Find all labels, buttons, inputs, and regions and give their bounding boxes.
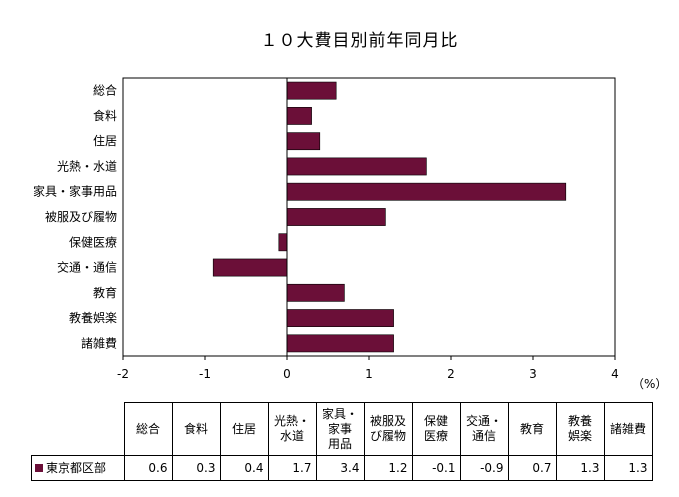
table-value-cell: 0.4 (219, 455, 269, 481)
table-value-cell: 0.3 (171, 455, 221, 481)
table-header-cell: 被服及 び履物 (363, 402, 413, 456)
x-tick-label: 3 (529, 367, 537, 381)
category-label: 教養娯楽 (69, 310, 117, 325)
legend-swatch (35, 463, 43, 472)
x-tick-label: 1 (365, 367, 373, 381)
table-header-cell: 家具・ 家事 用品 (315, 402, 365, 456)
bar (286, 132, 321, 151)
chart-title: １０大費目別前年同月比 (260, 31, 459, 51)
bar (286, 81, 337, 100)
x-tick-label: -2 (117, 367, 129, 381)
bar (286, 182, 567, 201)
table-value-cell: 3.4 (315, 455, 365, 481)
bar (278, 233, 288, 252)
series-label-cell: 東京都区部 (31, 455, 125, 481)
table-value-cell: 0.7 (507, 455, 557, 481)
bar (286, 309, 394, 327)
data-table: 総合 食料 住居 光熱・ 水道 家具・ 家事 用品 被服及 び履物 保健 医療 交通・ 通信教… (31, 402, 653, 481)
table-row: 東京都区部 0.6 0.3 0.4 1.7 3.4 1.2 -0.1 -0.9 0.7 1.3 1.… (31, 455, 653, 481)
category-label: 交通・通信 (57, 260, 117, 275)
bar (286, 334, 394, 353)
x-tick-label: -1 (199, 367, 211, 381)
bar (286, 157, 427, 176)
table-header-cell: 交通・ 通信 (459, 402, 509, 456)
table-header-cell: 教養 娯楽 (555, 402, 605, 456)
category-label: 総合 (93, 83, 117, 98)
table-header-cell: 食料 (171, 402, 221, 456)
category-label: 保健医療 (69, 235, 117, 249)
table-value-cell: -0.1 (411, 455, 461, 481)
bar (286, 208, 386, 226)
table-value-cell: 0.6 (123, 455, 173, 481)
category-label: 諸雑費 (81, 335, 117, 350)
series-name: 東京都区部 (46, 460, 107, 475)
table-value-cell: 1.2 (363, 455, 413, 481)
table-corner-cell (31, 402, 125, 456)
category-label: 家具・家事用品 (33, 184, 117, 199)
bar (286, 107, 312, 125)
x-tick-label: 4 (611, 367, 619, 381)
category-label: 住居 (93, 134, 117, 148)
table-header-row: 総合 食料 住居 光熱・ 水道 家具・ 家事 用品 被服及 び履物 保健 医療 交通・ 通信教… (31, 402, 653, 456)
table-header-cell: 光熱・ 水道 (267, 402, 317, 456)
unit-label: （%） (632, 377, 668, 391)
category-label: 光熱・水道 (57, 159, 117, 173)
table-value-cell: 1.7 (267, 455, 317, 481)
table-header-cell: 教育 (507, 402, 557, 456)
table-value-cell: 1.3 (603, 455, 653, 481)
table-value-cell: 1.3 (555, 455, 605, 481)
category-label: 被服及び履物 (45, 210, 117, 224)
x-tick-label: 0 (283, 367, 291, 381)
bar (286, 283, 345, 302)
bar-chart: 総合食料住居光熱・水道家具・家事用品被服及び履物保健医療交通・通信教育教養娯楽諸… (33, 77, 619, 381)
table-header-cell: 総合 (123, 402, 173, 456)
category-label: 教育 (93, 285, 117, 300)
category-label: 食料 (93, 108, 117, 123)
table-header-cell: 住居 (219, 402, 269, 456)
x-tick-label: 2 (447, 367, 455, 381)
table-header-cell: 保健 医療 (411, 402, 461, 456)
table-value-cell: -0.9 (459, 455, 509, 481)
bar (212, 258, 288, 277)
table-header-cell: 諸雑費 (603, 402, 653, 456)
